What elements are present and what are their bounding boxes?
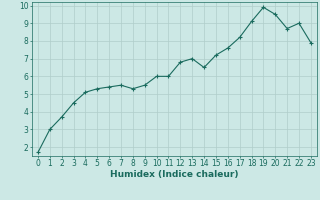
X-axis label: Humidex (Indice chaleur): Humidex (Indice chaleur) (110, 170, 239, 179)
